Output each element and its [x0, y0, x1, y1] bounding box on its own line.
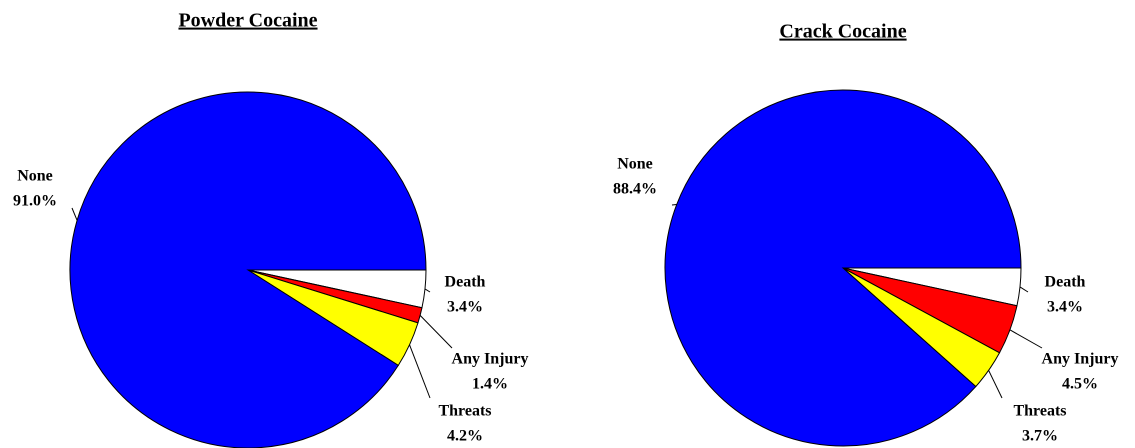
slice-value: 3.4%: [447, 299, 483, 316]
leader-line: [424, 288, 431, 293]
leader-line: [1009, 329, 1043, 349]
pie-slice: [664, 89, 1022, 447]
slice-label: Any Injury: [452, 351, 529, 368]
pie-slice: [69, 91, 427, 448]
leader-line: [71, 207, 78, 221]
leader-line: [988, 370, 1003, 399]
slice-value: 1.4%: [472, 376, 508, 393]
slice-value: 3.4%: [1047, 299, 1083, 316]
slice-label: Threats: [438, 403, 491, 420]
slice-value: 4.5%: [1062, 376, 1098, 393]
slice-value: 4.2%: [447, 428, 483, 445]
slice-label: None: [617, 156, 653, 173]
slice-label: Any Injury: [1042, 351, 1119, 368]
chart-title: Powder Cocaine: [178, 10, 317, 32]
slice-label: Threats: [1013, 403, 1066, 420]
leader-line: [409, 344, 431, 399]
leader-line: [1019, 286, 1029, 293]
slice-label: Death: [1045, 274, 1086, 291]
slice-value: 3.7%: [1022, 428, 1058, 445]
slice-label: None: [17, 168, 53, 185]
chart-title: Crack Cocaine: [779, 21, 906, 43]
slice-value: 91.0%: [13, 193, 57, 210]
leader-line: [419, 314, 453, 349]
slice-label: Death: [445, 274, 486, 291]
slice-value: 88.4%: [613, 181, 657, 198]
